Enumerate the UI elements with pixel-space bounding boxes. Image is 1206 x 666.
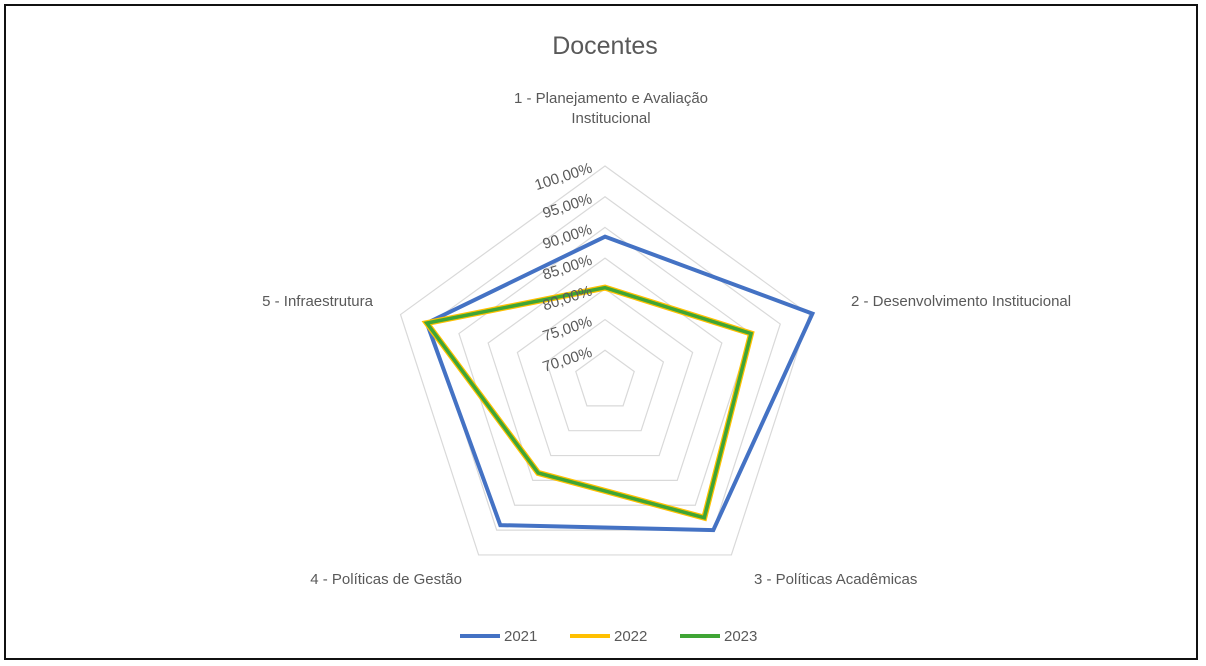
tick-label-0: 70,00% (541, 344, 595, 376)
tick-labels: 70,00%75,00%80,00%85,00%90,00%95,00%100,… (533, 160, 595, 376)
tick-label-2: 80,00% (541, 282, 595, 314)
category-label-1-line-1: 1 - Planejamento e Avaliação (514, 90, 708, 107)
chart-frame: Docentes 70,00% 75,00% 80,00% 85,00% 90,00% 9… (4, 4, 1198, 660)
series-line-2023 (423, 285, 754, 520)
category-label-2: 2 - Desenvolvimento Institucional (851, 293, 1071, 310)
legend-label-2021: 2021 (504, 628, 537, 645)
tick-label-6: 100,00% (533, 160, 595, 194)
category-label-4: 4 - Políticas de Gestão (310, 571, 462, 588)
radar-chart: Docentes 70,00%75,00%80,00%85,00%90,00%9… (262, 32, 1071, 645)
tick-label-1: 75,00% (541, 313, 595, 345)
category-labels: 1 - Planejamento e Avaliação Instituciona… (262, 90, 1071, 588)
category-label-1-line-2: Institucional (571, 110, 650, 127)
grid-ring-0 (575, 349, 635, 407)
tick-label-4: 90,00% (541, 221, 595, 253)
series-line-2021 (424, 234, 816, 533)
category-label-5: 5 - Infraestrutura (262, 293, 374, 310)
grid-ring-4 (458, 226, 752, 506)
series-layer (421, 234, 816, 533)
category-label-3: 3 - Políticas Acadêmicas (754, 571, 917, 588)
grid-ring-6 (399, 165, 811, 556)
legend-label-2023: 2023 (724, 628, 757, 645)
grid-ring-1 (545, 318, 665, 432)
grid-ring-5 (429, 195, 781, 531)
radar-grid (399, 165, 811, 556)
grid-ring-3 (487, 257, 723, 481)
tick-label-5: 95,00% (541, 190, 595, 222)
legend: 2021 2022 2023 (460, 628, 757, 645)
grid-ring-2 (516, 288, 694, 457)
legend-label-2022: 2022 (614, 628, 647, 645)
chart-title: Docentes (552, 32, 658, 60)
